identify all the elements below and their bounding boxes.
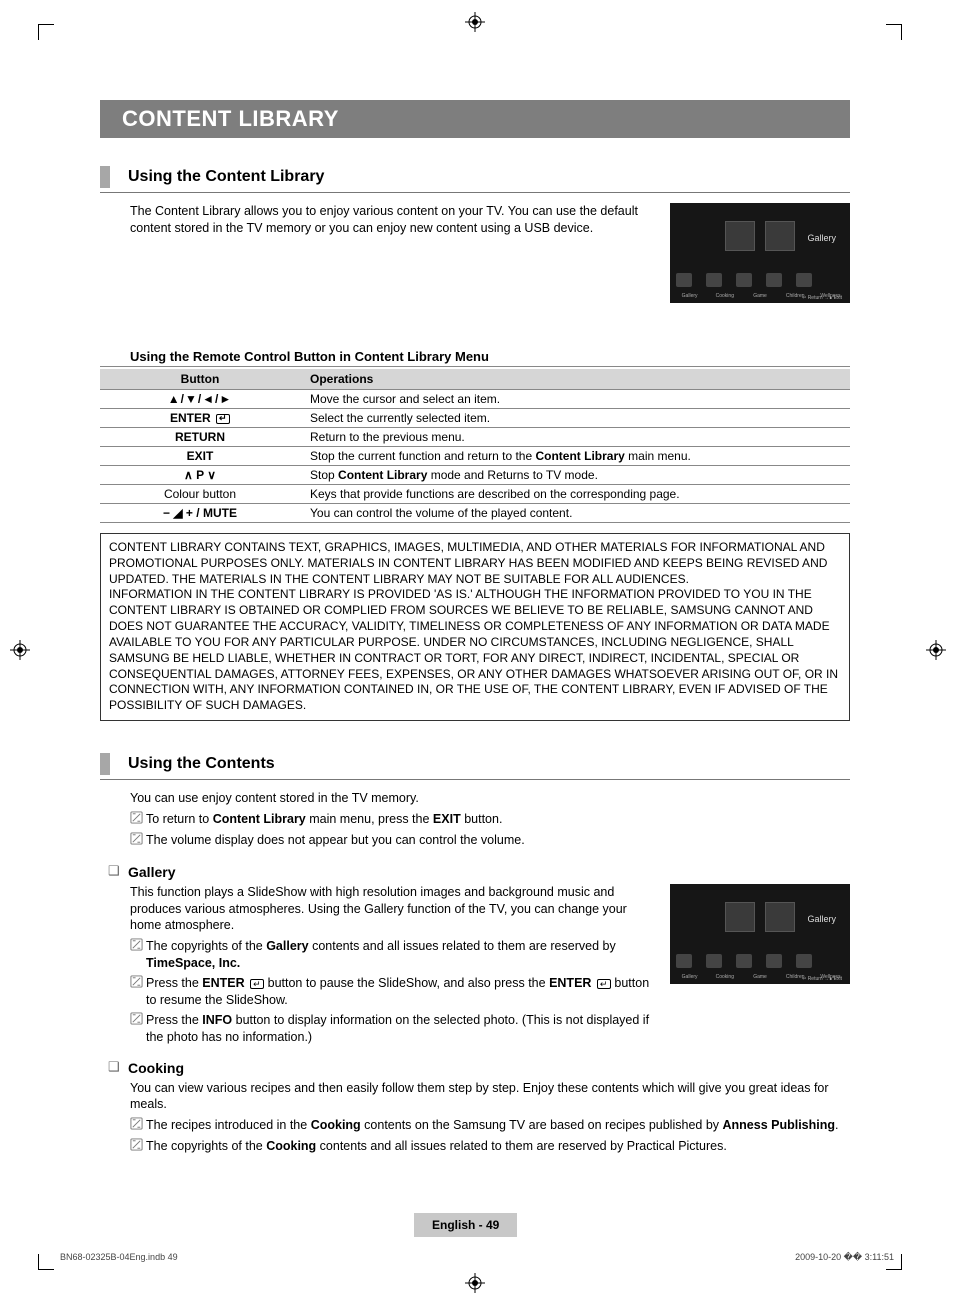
button-cell: EXIT bbox=[100, 447, 300, 466]
registration-mark-icon bbox=[10, 640, 30, 660]
note-text: The copyrights of the Cooking contents a… bbox=[146, 1138, 850, 1155]
page-footer-badge: English - 49 bbox=[414, 1213, 517, 1237]
button-cell: ENTER bbox=[100, 409, 300, 428]
table-row: Colour buttonKeys that provide functions… bbox=[100, 485, 850, 504]
note-text: The recipes introduced in the Cooking co… bbox=[146, 1117, 850, 1134]
remote-table-body: ▲/▼/◄/►Move the cursor and select an ite… bbox=[100, 390, 850, 523]
section-heading: Using the Contents bbox=[100, 753, 850, 780]
section-title: Using the Content Library bbox=[128, 168, 324, 186]
note-icon bbox=[130, 832, 146, 850]
print-footer: BN68-02325B-04Eng.indb 49 2009-10-20 �� … bbox=[60, 1252, 894, 1263]
gallery-desc: This function plays a SlideShow with hig… bbox=[100, 884, 658, 935]
note-icon bbox=[130, 938, 146, 956]
note-item: The volume display does not appear but y… bbox=[130, 832, 850, 850]
operation-cell: Stop the current function and return to … bbox=[300, 447, 850, 466]
note-item: Press the INFO button to display informa… bbox=[130, 1012, 658, 1046]
button-cell: ∧ P ∨ bbox=[100, 466, 300, 485]
cooking-desc: You can view various recipes and then ea… bbox=[100, 1080, 850, 1114]
section-title: Using the Contents bbox=[128, 755, 275, 773]
note-text: The volume display does not appear but y… bbox=[146, 832, 850, 849]
note-icon bbox=[130, 811, 146, 829]
note-icon bbox=[130, 1117, 146, 1135]
table-row: ▲/▼/◄/►Move the cursor and select an ite… bbox=[100, 390, 850, 409]
remote-button-table: Button Operations ▲/▼/◄/►Move the cursor… bbox=[100, 369, 850, 523]
gallery-notes: The copyrights of the Gallery contents a… bbox=[100, 938, 658, 1045]
footer-right: 2009-10-20 �� 3:11:51 bbox=[795, 1252, 894, 1263]
page-content: CONTENT LIBRARY Using the Content Librar… bbox=[100, 100, 850, 1156]
table-row: ∧ P ∨Stop Content Library mode and Retur… bbox=[100, 466, 850, 485]
note-item: The recipes introduced in the Cooking co… bbox=[130, 1117, 850, 1135]
sub-heading: Using the Remote Control Button in Conte… bbox=[100, 349, 850, 367]
intro-text: The Content Library allows you to enjoy … bbox=[100, 203, 670, 303]
section-heading: Using the Content Library bbox=[100, 166, 850, 193]
note-text: The copyrights of the Gallery contents a… bbox=[146, 938, 658, 972]
operation-cell: Select the currently selected item. bbox=[300, 409, 850, 428]
note-item: To return to Content Library main menu, … bbox=[130, 811, 850, 829]
operation-cell: Return to the previous menu. bbox=[300, 428, 850, 447]
heading-bar-icon bbox=[100, 753, 110, 775]
section2-notes: To return to Content Library main menu, … bbox=[100, 811, 850, 850]
disclaimer-box: CONTENT LIBRARY CONTAINS TEXT, GRAPHICS,… bbox=[100, 533, 850, 721]
note-text: To return to Content Library main menu, … bbox=[146, 811, 850, 828]
table-header-operations: Operations bbox=[300, 369, 850, 390]
note-icon bbox=[130, 975, 146, 993]
cooking-notes: The recipes introduced in the Cooking co… bbox=[100, 1117, 850, 1156]
cooking-heading: ❑ Cooking bbox=[100, 1060, 850, 1076]
table-row: EXITStop the current function and return… bbox=[100, 447, 850, 466]
note-item: Press the ENTER button to pause the Slid… bbox=[130, 975, 658, 1009]
bullet-square-icon: ❑ bbox=[108, 1060, 122, 1076]
table-row: RETURNReturn to the previous menu. bbox=[100, 428, 850, 447]
registration-mark-icon bbox=[465, 1273, 485, 1293]
note-icon bbox=[130, 1138, 146, 1156]
table-row: ENTER Select the currently selected item… bbox=[100, 409, 850, 428]
tv-screenshot-thumbnail: Gallery GalleryCookingGameChildrenWellne… bbox=[670, 203, 850, 303]
registration-mark-icon bbox=[465, 12, 485, 32]
operation-cell: Stop Content Library mode and Returns to… bbox=[300, 466, 850, 485]
registration-mark-icon bbox=[926, 640, 946, 660]
footer-left: BN68-02325B-04Eng.indb 49 bbox=[60, 1252, 178, 1263]
gallery-heading: ❑ Gallery bbox=[100, 864, 850, 880]
note-item: The copyrights of the Gallery contents a… bbox=[130, 938, 658, 972]
button-cell: ▲/▼/◄/► bbox=[100, 390, 300, 409]
bullet-square-icon: ❑ bbox=[108, 864, 122, 880]
tv-screenshot-thumbnail: Gallery GalleryCookingGameChildrenWellne… bbox=[670, 884, 850, 984]
button-cell: − ◢ + / MUTE bbox=[100, 504, 300, 523]
heading-bar-icon bbox=[100, 166, 110, 188]
button-cell: RETURN bbox=[100, 428, 300, 447]
note-icon bbox=[130, 1012, 146, 1030]
table-header-button: Button bbox=[100, 369, 300, 390]
note-text: Press the INFO button to display informa… bbox=[146, 1012, 658, 1046]
note-text: Press the ENTER button to pause the Slid… bbox=[146, 975, 658, 1009]
button-cell: Colour button bbox=[100, 485, 300, 504]
crop-mark bbox=[38, 1254, 54, 1270]
table-row: − ◢ + / MUTEYou can control the volume o… bbox=[100, 504, 850, 523]
crop-mark bbox=[886, 24, 902, 40]
crop-mark bbox=[38, 24, 54, 40]
title-bar: CONTENT LIBRARY bbox=[100, 100, 850, 138]
operation-cell: Keys that provide functions are describe… bbox=[300, 485, 850, 504]
operation-cell: Move the cursor and select an item. bbox=[300, 390, 850, 409]
section-intro: You can use enjoy content stored in the … bbox=[100, 790, 850, 807]
operation-cell: You can control the volume of the played… bbox=[300, 504, 850, 523]
note-item: The copyrights of the Cooking contents a… bbox=[130, 1138, 850, 1156]
